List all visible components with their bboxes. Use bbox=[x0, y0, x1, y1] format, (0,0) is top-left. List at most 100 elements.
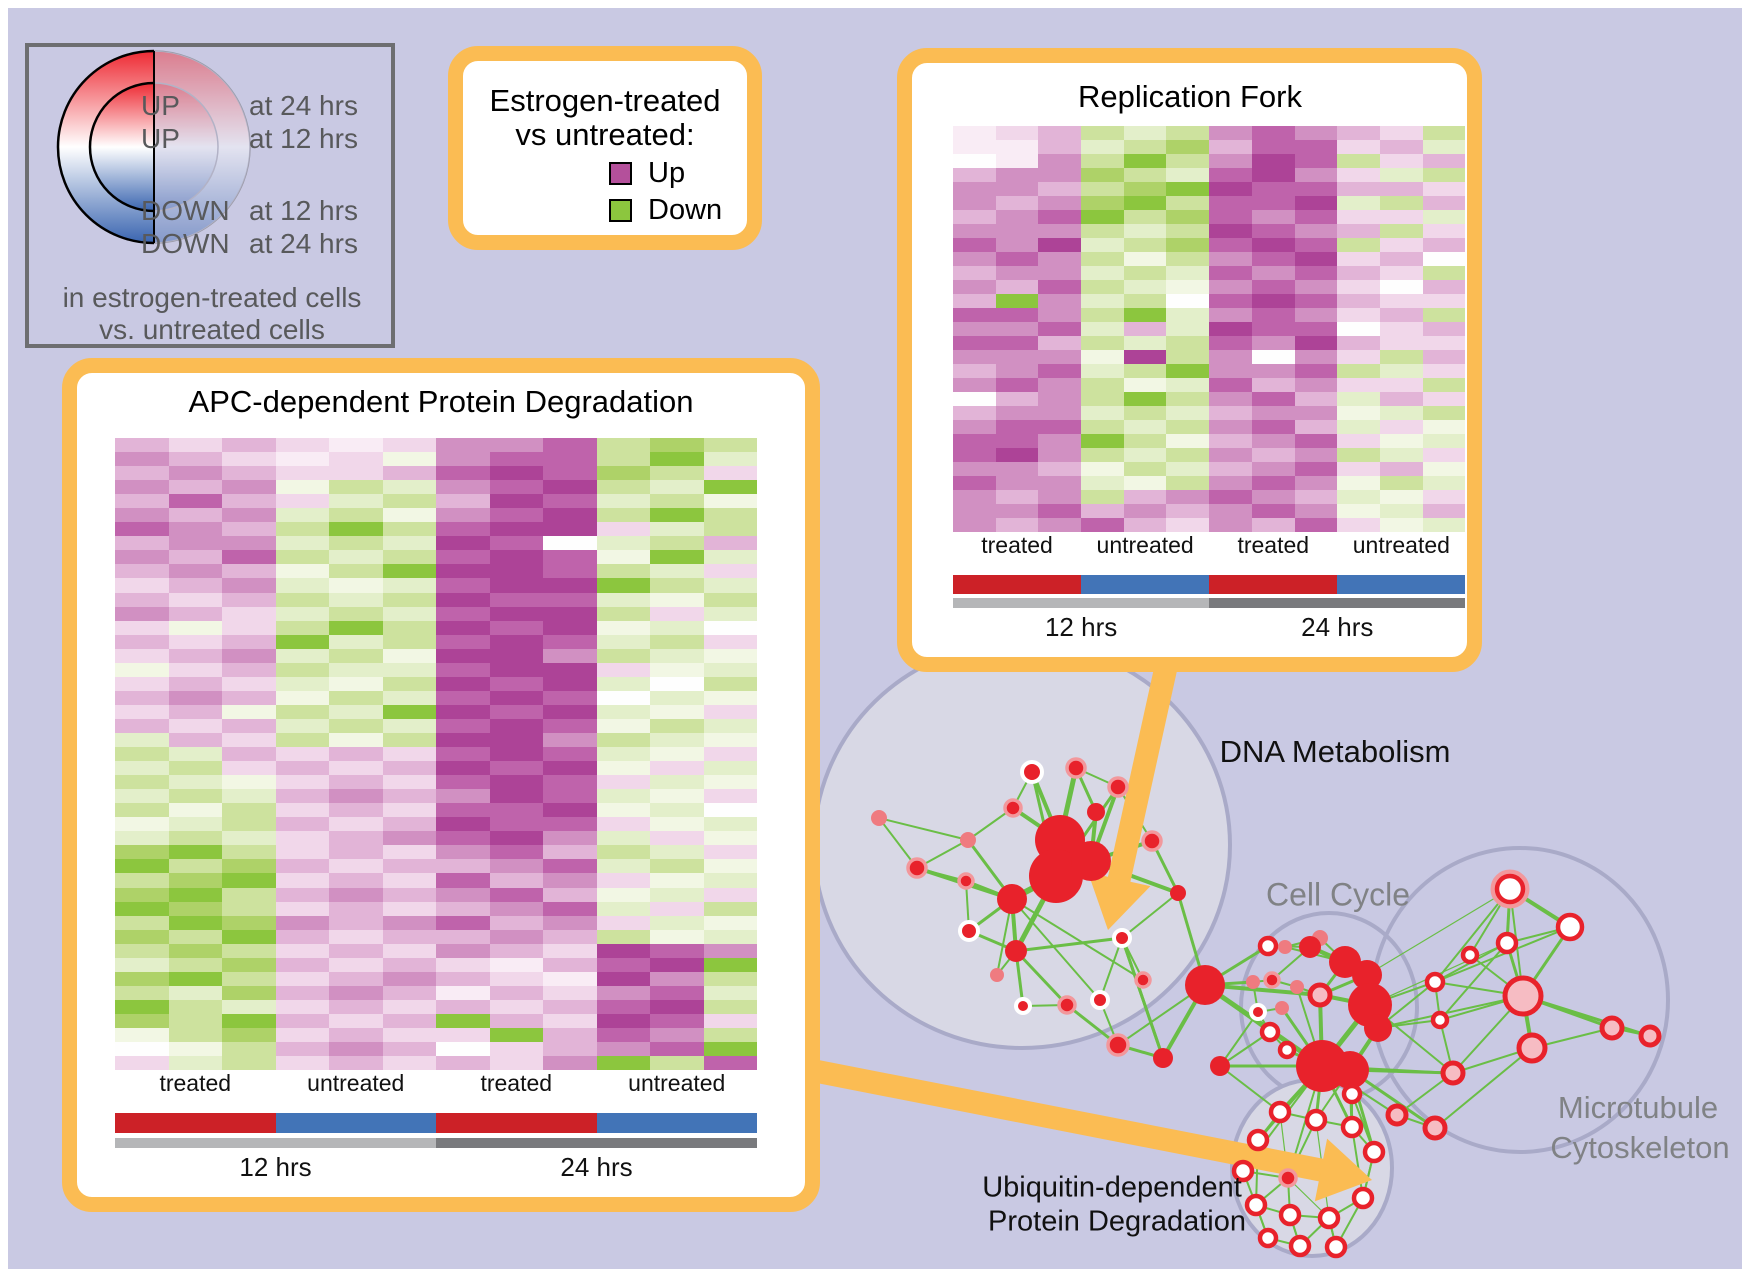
network-edge bbox=[878, 817, 969, 841]
network-node bbox=[1249, 1003, 1267, 1021]
updown-ring-icon bbox=[56, 49, 251, 245]
network-node bbox=[1516, 1032, 1548, 1064]
up-label: Up bbox=[648, 157, 686, 189]
network-node bbox=[1259, 1021, 1281, 1043]
network-node bbox=[1460, 945, 1480, 965]
network-node bbox=[1107, 776, 1129, 798]
network-node bbox=[1087, 803, 1105, 821]
network-node bbox=[1278, 1168, 1298, 1188]
network-node bbox=[960, 832, 976, 848]
network-node bbox=[1299, 936, 1321, 958]
network-edge bbox=[1377, 995, 1524, 1029]
arrow-replication-to-dna-head bbox=[1087, 872, 1151, 930]
network-node bbox=[1317, 1206, 1341, 1230]
network-node bbox=[1003, 798, 1023, 818]
dna-metabolism-label: DNA Metabolism bbox=[1219, 734, 1451, 769]
network-node bbox=[1246, 1128, 1270, 1152]
network-node bbox=[1494, 873, 1526, 905]
network-node bbox=[1231, 1159, 1255, 1183]
arrow-apc-to-ubiquitin bbox=[807, 1058, 1328, 1183]
network-node bbox=[1599, 1015, 1625, 1041]
ring-caption-line1: in estrogen-treated cells bbox=[62, 282, 362, 313]
network-node bbox=[990, 968, 1004, 982]
ring-legend-box: UP at 24 hrs UP at 12 hrs DOWN at 12 hrs… bbox=[25, 43, 395, 348]
network-node bbox=[1422, 1115, 1448, 1141]
arrow-replication-to-dna bbox=[1107, 637, 1184, 886]
replication-fork-title: Replication Fork bbox=[1078, 79, 1302, 114]
network-edge bbox=[1351, 1126, 1364, 1199]
network-node bbox=[1304, 1108, 1328, 1132]
ring-row-time: at 12 hrs bbox=[249, 123, 358, 154]
network-node bbox=[1020, 760, 1044, 784]
network-node bbox=[1141, 830, 1163, 852]
up-swatch-icon bbox=[609, 162, 632, 185]
network-edge bbox=[1366, 888, 1511, 976]
network-edge bbox=[1434, 926, 1571, 983]
network-node bbox=[906, 857, 928, 879]
legend-item-down: Down bbox=[609, 194, 722, 227]
network-node bbox=[1065, 757, 1087, 779]
network-node bbox=[1005, 940, 1027, 962]
network-node bbox=[1153, 1048, 1173, 1068]
microtubule-label-line1: Microtubule bbox=[1557, 1090, 1719, 1125]
network-edge bbox=[1434, 888, 1511, 983]
network-node bbox=[1555, 912, 1585, 942]
network-node bbox=[1290, 980, 1304, 994]
network-node bbox=[1134, 971, 1152, 989]
network-edge bbox=[1011, 898, 1144, 981]
network-node bbox=[1257, 935, 1279, 957]
ring-row-word: UP bbox=[141, 123, 180, 154]
ring-row-word: DOWN bbox=[141, 195, 230, 226]
network-node bbox=[1324, 1235, 1348, 1259]
network-edge bbox=[1015, 936, 1123, 953]
estrogen-legend-title-line2: vs untreated: bbox=[515, 117, 695, 152]
network-node bbox=[1090, 990, 1110, 1010]
cell-cycle-label: Cell Cycle bbox=[1265, 876, 1411, 913]
network-node bbox=[1071, 841, 1111, 881]
network-node bbox=[1638, 1024, 1662, 1048]
network-node bbox=[1495, 931, 1519, 955]
network-node bbox=[1331, 1051, 1369, 1089]
network-node bbox=[1362, 1140, 1386, 1164]
network-node bbox=[871, 810, 887, 826]
network-node bbox=[1185, 965, 1225, 1005]
network-node bbox=[1275, 1001, 1289, 1015]
ring-row-time: at 12 hrs bbox=[249, 195, 358, 226]
ring-row-time: at 24 hrs bbox=[249, 228, 358, 259]
ring-caption-line2: vs. untreated cells bbox=[99, 314, 325, 345]
network-node bbox=[957, 872, 975, 890]
network-edge bbox=[1011, 898, 1101, 1001]
apc-panel bbox=[62, 358, 820, 1212]
network-node bbox=[1341, 1083, 1363, 1105]
network-node bbox=[1307, 982, 1333, 1008]
network-node bbox=[1244, 1193, 1268, 1217]
arrow-apc-to-ubiquitin-head bbox=[1314, 1138, 1372, 1202]
network-node bbox=[1278, 1203, 1302, 1227]
network-node bbox=[1364, 1014, 1392, 1042]
network-edge bbox=[1219, 1011, 1259, 1067]
network-node bbox=[1351, 1186, 1375, 1210]
ring-row-time: at 24 hrs bbox=[249, 90, 358, 121]
network-node bbox=[1263, 971, 1281, 989]
microtubule-label-line2: Cytoskeleton bbox=[1550, 1130, 1730, 1165]
network-node bbox=[1106, 1033, 1130, 1057]
network-node bbox=[1268, 1100, 1292, 1124]
network-node bbox=[1430, 1010, 1450, 1030]
network-node bbox=[1288, 1234, 1312, 1258]
network-edge bbox=[1434, 1047, 1533, 1129]
network-node bbox=[958, 920, 980, 942]
down-swatch-icon bbox=[609, 199, 632, 222]
network-edge bbox=[1099, 937, 1123, 1001]
network-node bbox=[1014, 997, 1032, 1015]
network-node bbox=[1340, 1115, 1364, 1139]
network-edge bbox=[1120, 937, 1165, 1059]
network-node bbox=[1278, 940, 1292, 954]
network-node bbox=[1277, 1040, 1297, 1060]
network-edge bbox=[1522, 994, 1651, 1038]
network-node bbox=[1352, 960, 1382, 990]
network-edge bbox=[1014, 949, 1069, 1007]
network-node bbox=[1029, 849, 1083, 903]
network-node bbox=[1424, 971, 1446, 993]
network-node bbox=[1112, 928, 1132, 948]
